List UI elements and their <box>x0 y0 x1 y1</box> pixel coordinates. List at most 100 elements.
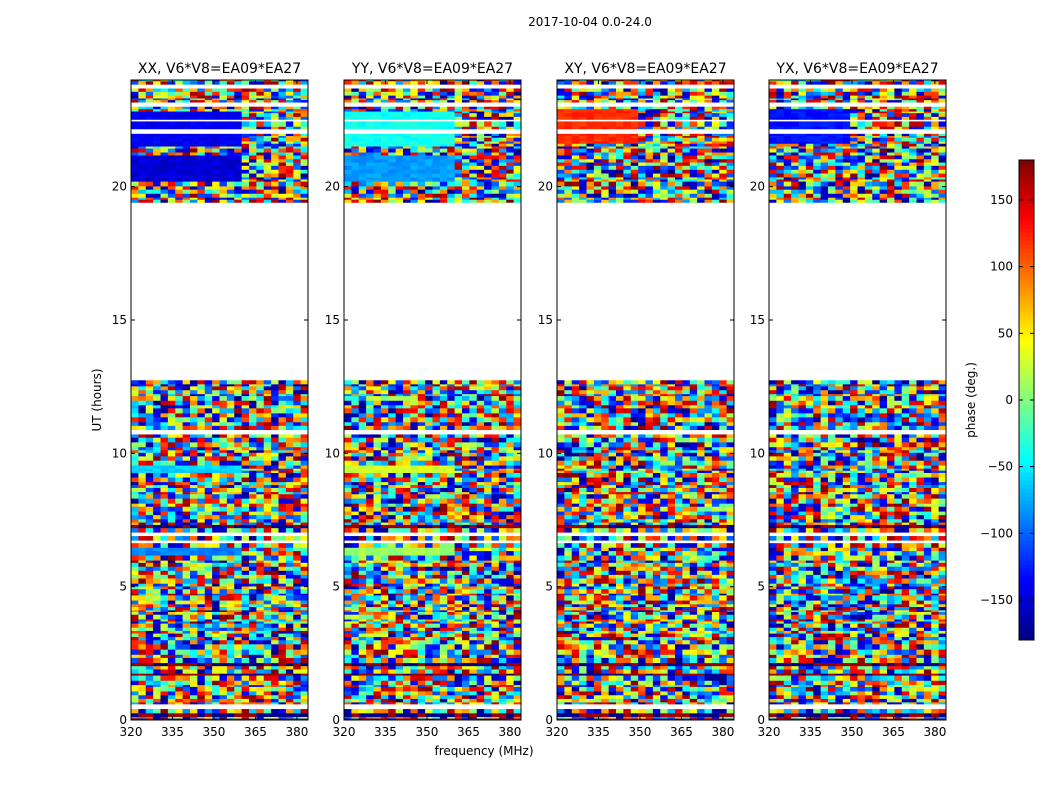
colorbar-segment <box>1019 448 1034 453</box>
y-tick-label: 0 <box>119 713 127 727</box>
colorbar-segment <box>1019 504 1034 509</box>
x-tick-label: 350 <box>629 725 652 739</box>
colorbar-segment <box>1019 484 1034 489</box>
colorbar-segment <box>1019 552 1034 557</box>
panel-group: XX, V6*V8=EA09*EA27 320 335 350 365 380 0 5 10 15… <box>112 61 947 739</box>
colorbar-segment <box>1019 248 1034 253</box>
colorbar-segment <box>1019 356 1034 361</box>
x-tick-label: 320 <box>758 725 781 739</box>
colorbar-segment <box>1019 260 1034 265</box>
colorbar-segment <box>1019 508 1034 513</box>
panel-1: XX, V6*V8=EA09*EA27 320 335 350 365 380 0 5 10 15… <box>112 61 309 739</box>
x-axis-label: frequency (MHz) <box>434 744 533 758</box>
colorbar-segment <box>1019 256 1034 261</box>
x-tick-label: 335 <box>799 725 822 739</box>
colorbar-segment <box>1019 556 1034 561</box>
panel-frame <box>130 79 309 721</box>
colorbar-segment <box>1019 384 1034 389</box>
colorbar-tick-label: −150 <box>980 593 1013 607</box>
phase-heatmap <box>557 80 734 720</box>
colorbar-segment <box>1019 220 1034 225</box>
colorbar-tick-label: 100 <box>990 260 1013 274</box>
colorbar-segment <box>1019 268 1034 273</box>
colorbar-segment <box>1019 512 1034 517</box>
colorbar-segment <box>1019 372 1034 377</box>
colorbar-segment <box>1019 184 1034 189</box>
y-tick-label: 5 <box>332 580 340 594</box>
colorbar-segment <box>1019 164 1034 169</box>
colorbar-segment <box>1019 340 1034 345</box>
x-tick-label: 380 <box>711 725 734 739</box>
colorbar-segment <box>1019 620 1034 625</box>
colorbar-segment <box>1019 380 1034 385</box>
colorbar-segment <box>1019 520 1034 525</box>
x-tick-label: 350 <box>841 725 864 739</box>
panel-title: YY, V6*V8=EA09*EA27 <box>351 61 513 77</box>
y-tick-label: 0 <box>332 713 340 727</box>
colorbar-segment <box>1019 580 1034 585</box>
y-tick-label: 5 <box>757 580 765 594</box>
phase-heatmap <box>769 80 946 720</box>
y-tick-label: 20 <box>750 180 765 194</box>
colorbar-segment <box>1019 536 1034 541</box>
colorbar-segment <box>1019 588 1034 593</box>
colorbar-segment <box>1019 180 1034 185</box>
colorbar-segment <box>1019 608 1034 613</box>
colorbar-segment <box>1019 216 1034 221</box>
colorbar-segment <box>1019 524 1034 529</box>
y-tick-label: 10 <box>538 446 553 460</box>
colorbar-segment <box>1019 192 1034 197</box>
y-tick-label: 15 <box>112 313 127 327</box>
colorbar-segment <box>1019 360 1034 365</box>
colorbar-segment <box>1019 376 1034 381</box>
colorbar-segment <box>1019 308 1034 313</box>
colorbar-segment <box>1019 408 1034 413</box>
panel-title: YX, V6*V8=EA09*EA27 <box>775 61 938 77</box>
x-tick-label: 320 <box>546 725 569 739</box>
colorbar-segment <box>1019 300 1034 305</box>
colorbar-segment <box>1019 476 1034 481</box>
colorbar-segment <box>1019 388 1034 393</box>
colorbar-segment <box>1019 320 1034 325</box>
colorbar-segment <box>1019 592 1034 597</box>
colorbar-segment <box>1019 440 1034 445</box>
colorbar-segment <box>1019 304 1034 309</box>
colorbar-tick-label: −100 <box>980 526 1013 540</box>
x-tick-label: 350 <box>416 725 439 739</box>
x-tick-label: 350 <box>203 725 226 739</box>
colorbar-segment <box>1019 632 1034 637</box>
panel-frame <box>343 79 522 721</box>
colorbar-segment <box>1019 312 1034 317</box>
colorbar-segment <box>1019 600 1034 605</box>
x-tick-label: 335 <box>374 725 397 739</box>
y-tick-label: 10 <box>750 446 765 460</box>
y-tick-label: 20 <box>325 180 340 194</box>
colorbar-segment <box>1019 432 1034 437</box>
x-tick-label: 335 <box>587 725 610 739</box>
colorbar-segment <box>1019 332 1034 337</box>
colorbar-segment <box>1019 452 1034 457</box>
colorbar-segment <box>1019 540 1034 545</box>
colorbar-segment <box>1019 404 1034 409</box>
colorbar-segment <box>1019 516 1034 521</box>
colorbar-segment <box>1019 276 1034 281</box>
colorbar-segment <box>1019 288 1034 293</box>
x-tick-label: 380 <box>285 725 308 739</box>
colorbar-segment <box>1019 576 1034 581</box>
x-tick-label: 365 <box>244 725 267 739</box>
y-tick-label: 15 <box>750 313 765 327</box>
colorbar-segment <box>1019 584 1034 589</box>
colorbar-segment <box>1019 208 1034 213</box>
colorbar-segment <box>1019 544 1034 549</box>
colorbar-segment <box>1019 436 1034 441</box>
panel-title: XY, V6*V8=EA09*EA27 <box>564 61 726 77</box>
colorbar-segment <box>1019 392 1034 397</box>
colorbar-segment <box>1019 244 1034 249</box>
colorbar-segment <box>1019 352 1034 357</box>
colorbar-segment <box>1019 348 1034 353</box>
x-tick-label: 335 <box>161 725 184 739</box>
phase-heatmap <box>131 80 308 720</box>
colorbar-segment <box>1019 324 1034 329</box>
colorbar-segment <box>1019 624 1034 629</box>
colorbar-segment <box>1019 564 1034 569</box>
